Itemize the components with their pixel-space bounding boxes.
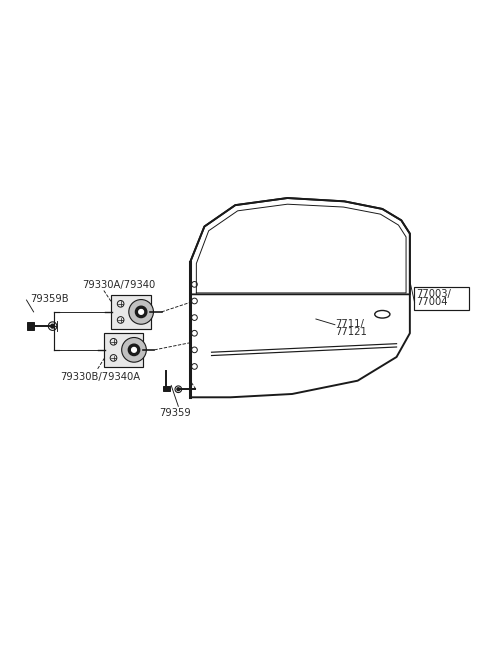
Text: 77004: 77004 [417, 298, 448, 307]
FancyBboxPatch shape [27, 323, 34, 330]
FancyBboxPatch shape [163, 386, 170, 391]
FancyBboxPatch shape [104, 332, 144, 367]
Text: 77121: 77121 [335, 327, 367, 337]
Text: 7711/: 7711/ [335, 319, 364, 328]
Bar [414, 286, 468, 309]
Circle shape [51, 325, 55, 328]
Circle shape [135, 306, 147, 317]
Text: 79330A/79340: 79330A/79340 [83, 280, 156, 290]
Circle shape [128, 344, 140, 355]
Text: 79330B/79340A: 79330B/79340A [60, 372, 141, 382]
FancyBboxPatch shape [111, 295, 151, 329]
Circle shape [132, 348, 136, 352]
Circle shape [129, 300, 154, 325]
Text: 79359B: 79359B [30, 294, 69, 304]
Text: 77003/: 77003/ [417, 289, 451, 299]
Circle shape [139, 309, 144, 314]
Circle shape [121, 338, 146, 362]
Circle shape [177, 388, 180, 391]
Text: 79359: 79359 [159, 408, 191, 418]
